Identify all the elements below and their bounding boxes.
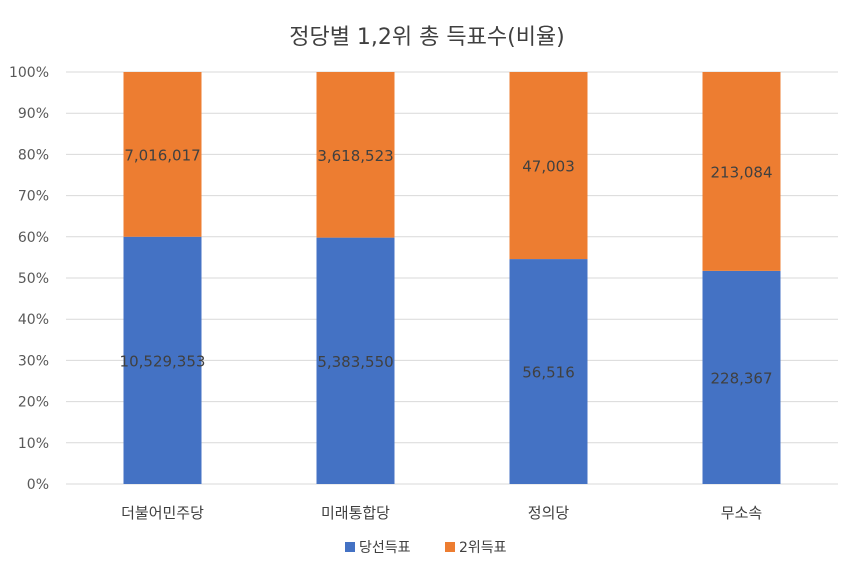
y-tick-label: 30%	[18, 353, 49, 369]
y-tick-label: 90%	[18, 106, 49, 122]
legend-item: 2위득표	[445, 540, 507, 556]
data-label: 47,003	[522, 158, 575, 176]
bars	[123, 72, 781, 484]
data-label: 228,367	[710, 369, 772, 387]
legend-label: 2위득표	[459, 540, 507, 556]
bar-segment-winner	[123, 236, 202, 484]
y-tick-label: 70%	[18, 189, 49, 205]
y-axis-tick-labels: 0% 10% 20% 30% 40% 50% 60% 70% 80% 90% 100%	[9, 65, 49, 493]
chart-title: 정당별 1,2위 총 득표수(비율)	[289, 25, 565, 50]
x-category-label: 더불어민주당	[121, 504, 204, 522]
legend-swatch	[445, 542, 455, 552]
y-tick-label: 20%	[18, 395, 49, 411]
data-labels: 10,529,353 7,016,017 5,383,550 3,618,523 56,…	[120, 146, 773, 387]
bar-segment-runner-up	[509, 72, 588, 260]
y-tick-label: 50%	[18, 271, 49, 287]
legend: 당선득표 2위득표	[345, 540, 507, 556]
y-tick-label: 10%	[18, 436, 49, 452]
y-tick-label: 60%	[18, 230, 49, 246]
x-category-label: 정의당	[528, 504, 570, 522]
bar-segment-runner-up	[702, 72, 781, 271]
data-label: 3,618,523	[317, 147, 393, 165]
bar-segment-runner-up	[316, 72, 395, 238]
bar-segment-winner	[702, 270, 781, 484]
x-axis-category-labels: 더불어민주당 미래통합당 정의당 무소속	[121, 504, 762, 522]
y-tick-label: 80%	[18, 147, 49, 163]
data-label: 5,383,550	[317, 353, 393, 371]
legend-label: 당선득표	[359, 540, 411, 556]
data-label: 56,516	[522, 364, 575, 382]
x-category-label: 무소속	[721, 504, 763, 522]
legend-item: 당선득표	[345, 540, 411, 556]
y-tick-label: 40%	[18, 312, 49, 328]
bar-segment-runner-up	[123, 72, 202, 237]
y-tick-label: 100%	[9, 65, 49, 81]
bar-segment-winner	[509, 259, 588, 484]
data-label: 10,529,353	[120, 352, 206, 370]
legend-swatch	[345, 542, 355, 552]
bar-segment-winner	[316, 237, 395, 484]
y-tick-label: 0%	[27, 477, 49, 493]
x-category-label: 미래통합당	[321, 504, 390, 522]
data-label: 7,016,017	[124, 146, 200, 164]
data-label: 213,084	[710, 163, 772, 181]
